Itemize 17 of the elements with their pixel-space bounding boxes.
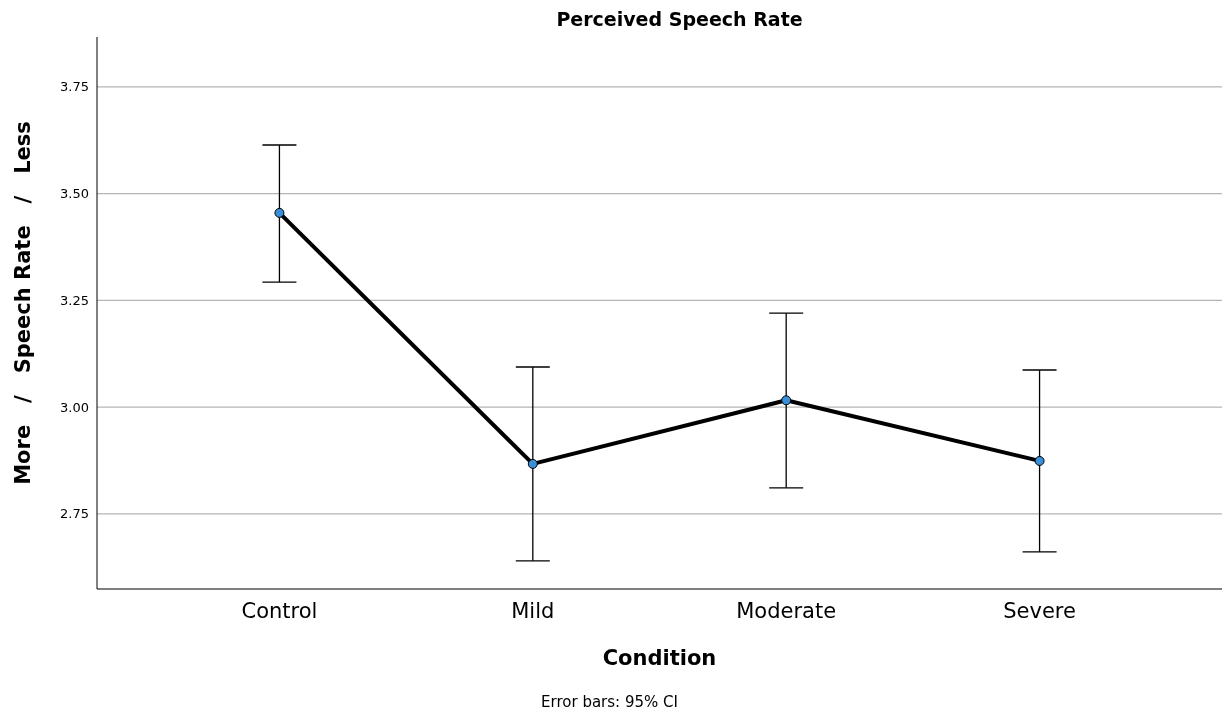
y-tick-label: 3.00 bbox=[60, 399, 89, 415]
point bbox=[274, 207, 285, 218]
x-tick-label: Severe bbox=[1003, 599, 1076, 623]
text: Error bars: 95% CI bbox=[541, 693, 678, 711]
chart-title: Perceived Speech Rate bbox=[556, 8, 803, 30]
y-tick-label: 3.75 bbox=[60, 79, 89, 95]
point bbox=[527, 458, 538, 469]
y-axis-title: More / Speech Rate / Less bbox=[11, 121, 35, 485]
x-tick-label: Control bbox=[241, 599, 318, 623]
x-tick-label: Mild bbox=[511, 599, 555, 623]
point bbox=[781, 395, 792, 406]
x-axis-title: Condition bbox=[602, 646, 717, 670]
y-tick-label: 3.50 bbox=[60, 186, 89, 202]
y-tick-label: 3.25 bbox=[60, 292, 89, 308]
y-tick-label: 2.75 bbox=[60, 506, 89, 522]
x-tick-label: Moderate bbox=[736, 599, 837, 623]
point bbox=[1034, 455, 1045, 466]
